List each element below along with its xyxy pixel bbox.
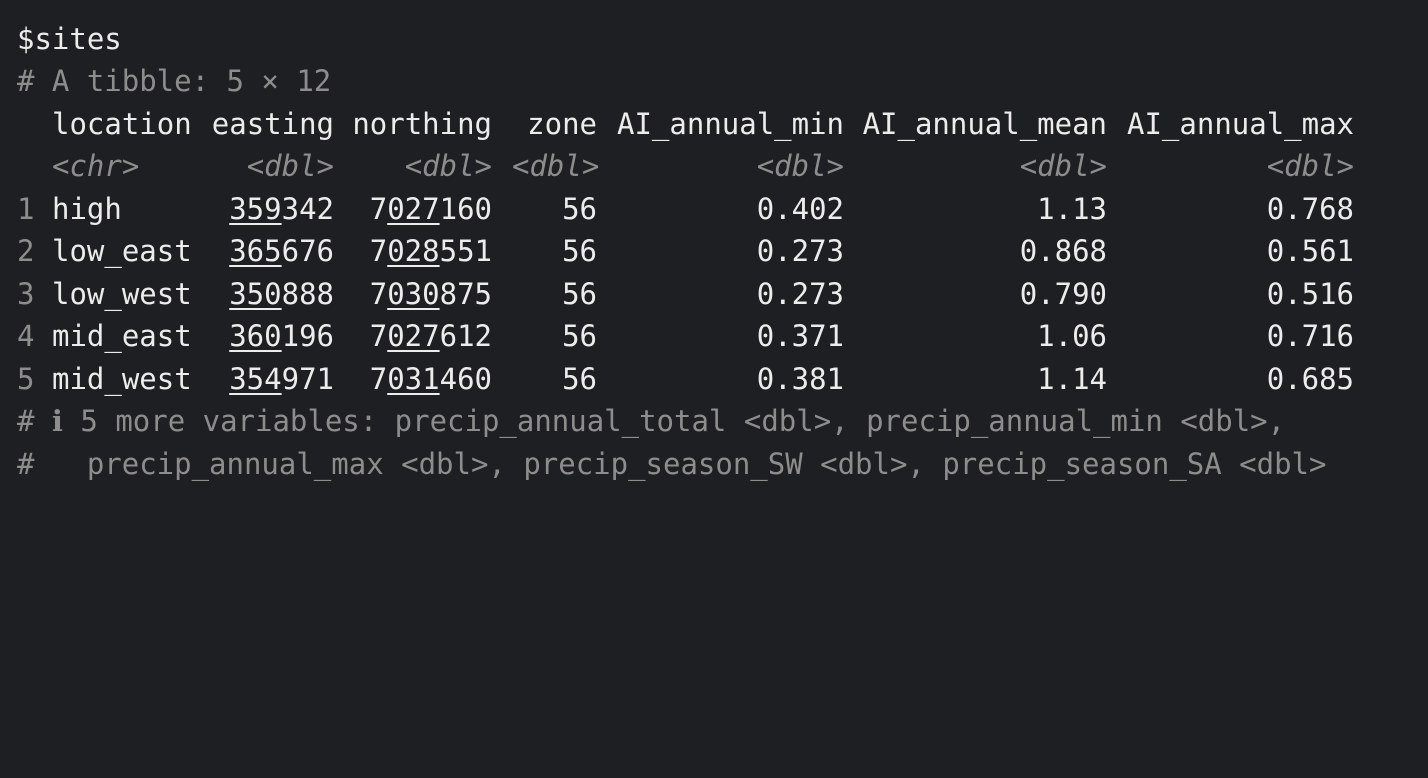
cell-ai-annual-max: 0.716 bbox=[1266, 319, 1354, 353]
cell-ai-annual-min: 0.273 bbox=[756, 234, 844, 268]
cell-ai-annual-max: 0.768 bbox=[1266, 192, 1354, 226]
cell-ai-annual-min: 0.402 bbox=[756, 192, 844, 226]
column-header-location: location bbox=[52, 107, 192, 141]
cell-easting: 359342 bbox=[229, 192, 334, 226]
cell-northing: 7030875 bbox=[369, 277, 492, 311]
cell-zone: 56 bbox=[562, 192, 597, 226]
column-header-ai-annual-max: AI_annual_max bbox=[1127, 107, 1354, 141]
cell-ai-annual-mean: 0.790 bbox=[1019, 277, 1107, 311]
row-index: 3 bbox=[17, 277, 35, 311]
more-variables-note-line-2: # precip_annual_max <dbl>, precip_season… bbox=[17, 447, 1327, 481]
cell-zone: 56 bbox=[562, 234, 597, 268]
cell-ai-annual-mean: 1.13 bbox=[1037, 192, 1107, 226]
cell-northing: 7027612 bbox=[369, 319, 492, 353]
column-headers: location easting northing zone AI_annual… bbox=[17, 103, 1417, 145]
column-types: <chr> <dbl> <dbl> <dbl> <dbl> <dbl> <dbl… bbox=[17, 145, 1417, 187]
cell-easting: 360196 bbox=[229, 319, 334, 353]
cell-ai-annual-mean: 1.06 bbox=[1037, 319, 1107, 353]
cell-ai-annual-min: 0.381 bbox=[756, 362, 844, 396]
list-element-name: $sites bbox=[17, 22, 122, 56]
cell-ai-annual-mean: 1.14 bbox=[1037, 362, 1107, 396]
r-console-output: $sites # A tibble: 5 × 12 location easti… bbox=[17, 22, 1417, 481]
cell-ai-annual-min: 0.273 bbox=[756, 277, 844, 311]
cell-ai-annual-max: 0.685 bbox=[1266, 362, 1354, 396]
tibble-header: # A tibble: 5 × 12 bbox=[17, 64, 332, 98]
row-index: 1 bbox=[17, 192, 35, 226]
table-row: 5 mid_west 354971 7031460 56 0.381 1.14 … bbox=[17, 358, 1417, 400]
cell-location: high bbox=[52, 192, 122, 226]
cell-location: low_east bbox=[52, 234, 192, 268]
column-type-northing: <dbl> bbox=[404, 149, 492, 183]
cell-ai-annual-max: 0.516 bbox=[1266, 277, 1354, 311]
column-type-zone: <dbl> bbox=[512, 149, 600, 183]
table-row: 3 low_west 350888 7030875 56 0.273 0.790… bbox=[17, 273, 1417, 315]
table-row: 1 high 359342 7027160 56 0.402 1.13 0.76… bbox=[17, 188, 1417, 230]
cell-zone: 56 bbox=[562, 362, 597, 396]
cell-easting: 365676 bbox=[229, 234, 334, 268]
cell-northing: 7028551 bbox=[369, 234, 492, 268]
cell-northing: 7031460 bbox=[369, 362, 492, 396]
column-header-zone: zone bbox=[527, 107, 597, 141]
column-type-ai-annual-min: <dbl> bbox=[756, 149, 844, 183]
more-variables-note-line-1: # ℹ 5 more variables: precip_annual_tota… bbox=[17, 404, 1286, 438]
cell-ai-annual-min: 0.371 bbox=[756, 319, 844, 353]
column-header-northing: northing bbox=[352, 107, 492, 141]
column-type-easting: <dbl> bbox=[246, 149, 334, 183]
cell-location: mid_east bbox=[52, 319, 192, 353]
cell-easting: 350888 bbox=[229, 277, 334, 311]
row-index: 4 bbox=[17, 319, 35, 353]
column-type-ai-annual-max: <dbl> bbox=[1266, 149, 1354, 183]
column-header-easting: easting bbox=[211, 107, 334, 141]
cell-ai-annual-mean: 0.868 bbox=[1019, 234, 1107, 268]
cell-location: mid_west bbox=[52, 362, 192, 396]
column-type-location: <chr> bbox=[52, 149, 140, 183]
cell-location: low_west bbox=[52, 277, 192, 311]
cell-easting: 354971 bbox=[229, 362, 334, 396]
column-header-ai-annual-min: AI_annual_min bbox=[617, 107, 844, 141]
column-header-ai-annual-mean: AI_annual_mean bbox=[862, 107, 1107, 141]
cell-zone: 56 bbox=[562, 319, 597, 353]
cell-northing: 7027160 bbox=[369, 192, 492, 226]
cell-zone: 56 bbox=[562, 277, 597, 311]
column-type-ai-annual-mean: <dbl> bbox=[1019, 149, 1107, 183]
table-row: 2 low_east 365676 7028551 56 0.273 0.868… bbox=[17, 230, 1417, 272]
row-index: 2 bbox=[17, 234, 35, 268]
table-row: 4 mid_east 360196 7027612 56 0.371 1.06 … bbox=[17, 315, 1417, 357]
row-index: 5 bbox=[17, 362, 35, 396]
cell-ai-annual-max: 0.561 bbox=[1266, 234, 1354, 268]
